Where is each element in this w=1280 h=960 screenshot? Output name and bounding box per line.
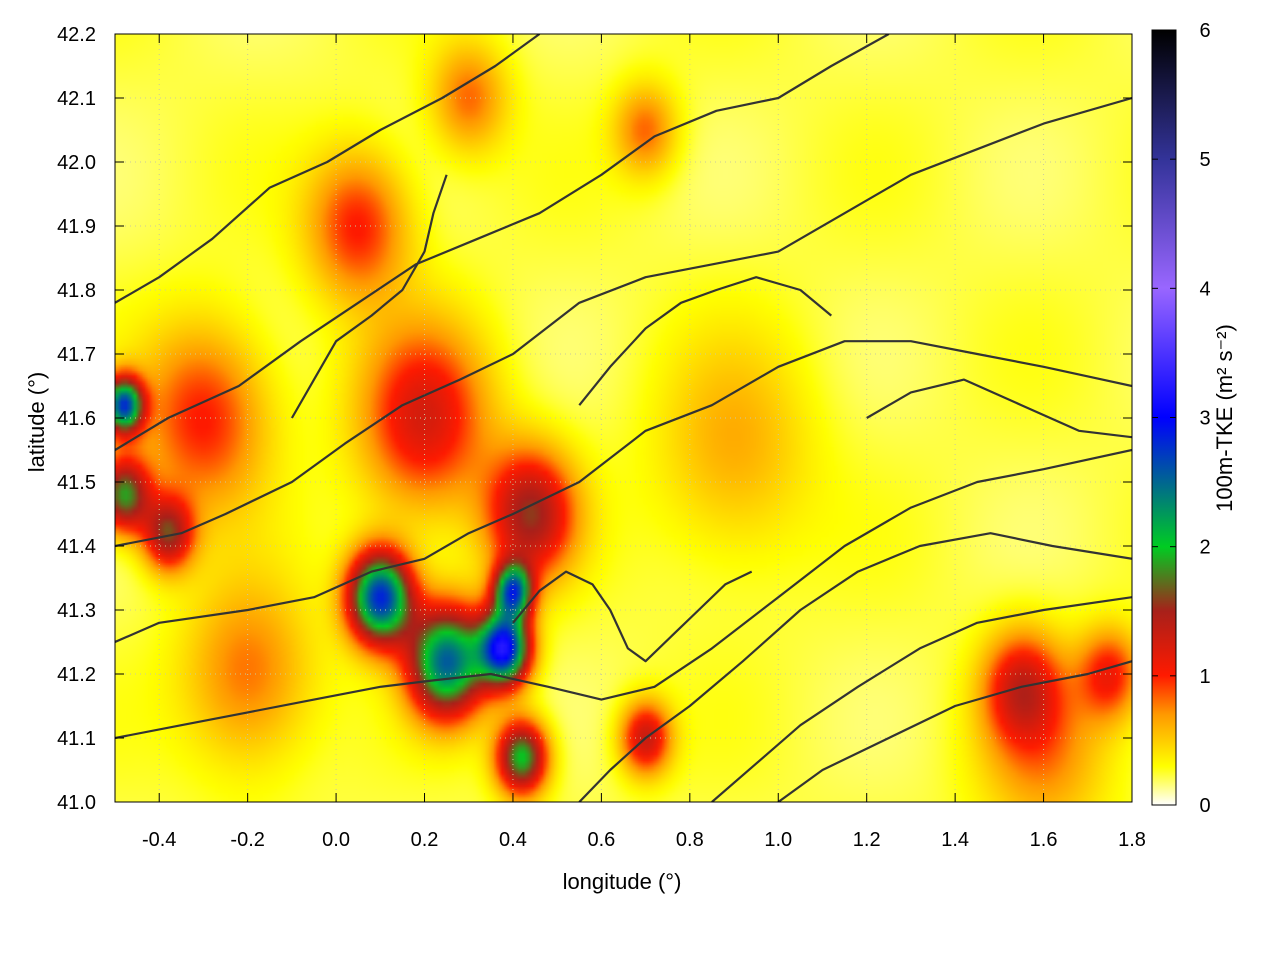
colorbar-tick-label: 3 [1199, 408, 1210, 430]
contour-line [578, 276, 833, 406]
y-tick-label: 41.2 [57, 664, 96, 686]
x-tick-label: -0.2 [230, 829, 264, 851]
y-tick-label: 42.1 [57, 88, 96, 110]
colorbar-tick-label: 2 [1199, 537, 1210, 559]
y-tick-label: 41.8 [57, 280, 96, 302]
x-tick-label: 1.6 [1030, 829, 1058, 851]
colorbar-label: 100m-TKE (m² s⁻²) [1212, 324, 1237, 512]
x-tick-label: 0.8 [676, 829, 704, 851]
y-tick-label: 41.6 [57, 408, 96, 430]
contour-line [115, 96, 1132, 548]
colorbar-tick-label: 1 [1199, 666, 1210, 688]
y-tick-label: 41.9 [57, 216, 96, 238]
y-tick-label: 42.0 [57, 152, 96, 174]
x-tick-label: 0.2 [411, 829, 439, 851]
contour-line [866, 378, 1132, 439]
y-tick-label: 41.7 [57, 344, 96, 366]
colorbar-tick-label: 5 [1199, 149, 1210, 171]
x-tick-label: 1.0 [764, 829, 792, 851]
x-tick-label: 0.6 [587, 829, 615, 851]
x-axis-label: longitude (°) [563, 869, 682, 894]
y-tick-label: 41.4 [57, 536, 96, 558]
y-axis-label: latitude (°) [24, 372, 49, 473]
grid-lines [115, 33, 1133, 803]
x-axis-ticks: -0.4 -0.2 0.0 0.2 0.4 0.6 0.8 1.0 1.2 1.4 1.6 1.8 [142, 34, 1146, 851]
heatmap-area [115, 34, 1132, 802]
x-tick-label: 1.4 [941, 829, 969, 851]
y-tick-label: 41.3 [57, 600, 96, 622]
x-tick-label: 0.4 [499, 829, 527, 851]
contour-line [578, 532, 1132, 802]
y-tick-label: 41.1 [57, 728, 96, 750]
y-axis-ticks: 41.0 41.1 41.2 41.3 41.4 41.5 41.6 41.7 41.8 41.9… [57, 24, 1132, 814]
contour-line [115, 448, 1132, 740]
contour-line [512, 570, 753, 663]
contour-line [115, 34, 541, 304]
x-tick-label: -0.4 [142, 829, 176, 851]
y-tick-label: 42.2 [57, 24, 96, 46]
contour-line [711, 596, 1132, 802]
colorbar-ticks: 0 1 2 3 4 5 6 [1152, 20, 1211, 817]
colorbar-tick-label: 4 [1199, 278, 1210, 300]
y-tick-label: 41.0 [57, 792, 96, 814]
contour-line [115, 340, 1132, 644]
x-tick-label: 0.0 [322, 829, 350, 851]
x-tick-label: 1.8 [1118, 829, 1146, 851]
contour-line [777, 660, 1132, 802]
colorbar-tick-label: 6 [1199, 20, 1210, 42]
y-tick-label: 41.5 [57, 472, 96, 494]
tke-field-image [115, 34, 1132, 802]
terrain-contours [115, 34, 1132, 802]
contour-line [115, 34, 890, 451]
x-tick-label: 1.2 [853, 829, 881, 851]
colorbar-tick-label: 0 [1199, 795, 1210, 817]
contour-line [290, 174, 448, 419]
